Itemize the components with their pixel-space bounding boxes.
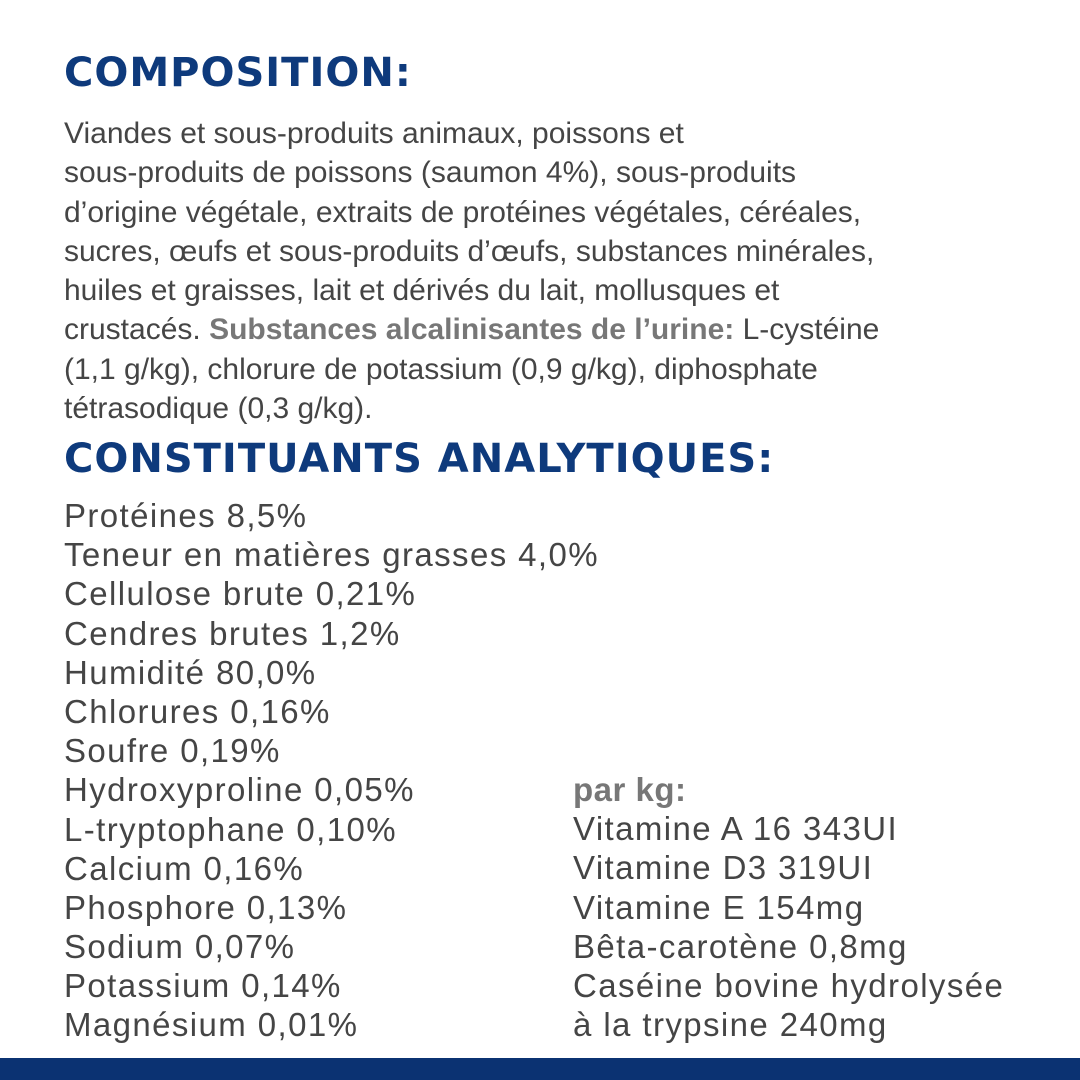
list-item: Cendres brutes 1,2% bbox=[64, 614, 401, 652]
list-item: Bêta-carotène 0,8mg bbox=[573, 927, 908, 965]
list-item: Vitamine E 154mg bbox=[573, 888, 865, 926]
list-item: Teneur en matières grasses 4,0% bbox=[64, 536, 599, 574]
analytical-list: Protéines 8,5% Teneur en matières grasse… bbox=[64, 496, 599, 1045]
composition-heading: COMPOSITION: bbox=[64, 50, 412, 96]
list-item: Vitamine D3 319UI bbox=[573, 849, 874, 887]
urine-alkalizing-label: Substances alcalinisantes de l’urine: bbox=[209, 313, 735, 347]
list-item: Hydroxyproline 0,05% bbox=[64, 771, 415, 809]
composition-text-segment: crustacés. bbox=[64, 313, 210, 347]
per-kg-label: par kg: bbox=[573, 771, 687, 808]
list-item: Magnésium 0,01% bbox=[64, 1006, 359, 1044]
list-item: Potassium 0,14% bbox=[64, 967, 342, 1005]
list-item: Soufre 0,19% bbox=[64, 732, 281, 770]
composition-line: crustacés. Substances alcalinisantes de … bbox=[64, 310, 879, 349]
analytical-heading: CONSTITUANTS ANALYTIQUES: bbox=[64, 436, 775, 482]
composition-text: Viandes et sous-produits animaux, poisso… bbox=[64, 114, 879, 428]
composition-line: (1,1 g/kg), chlorure de potassium (0,9 g… bbox=[64, 352, 818, 386]
list-item: Sodium 0,07% bbox=[64, 928, 296, 966]
list-item: à la trypsine 240mg bbox=[573, 1006, 888, 1044]
per-kg-list: par kg: Vitamine A 16 343UI Vitamine D3 … bbox=[573, 770, 1004, 1044]
list-item: Caséine bovine hydrolysée bbox=[573, 966, 1005, 1004]
bottom-bar bbox=[0, 1058, 1080, 1080]
list-item: Protéines 8,5% bbox=[64, 497, 308, 534]
composition-line: huiles et graisses, lait et dérivés du l… bbox=[64, 274, 780, 308]
list-item: L-tryptophane 0,10% bbox=[64, 810, 397, 848]
composition-line: d’origine végétale, extraits de protéine… bbox=[64, 195, 862, 229]
composition-line: sucres, œufs et sous-produits d’œufs, su… bbox=[64, 234, 875, 268]
composition-line: tétrasodique (0,3 g/kg). bbox=[64, 392, 373, 426]
list-item: Calcium 0,16% bbox=[64, 849, 305, 887]
list-item: Vitamine A 16 343UI bbox=[573, 810, 899, 848]
list-item: Humidité 80,0% bbox=[64, 653, 317, 691]
composition-line: Viandes et sous-produits animaux, poisso… bbox=[64, 117, 684, 150]
composition-line: sous-produits de poissons (saumon 4%), s… bbox=[64, 156, 797, 190]
list-item: Chlorures 0,16% bbox=[64, 692, 331, 730]
composition-text-segment: L-cystéine bbox=[734, 313, 880, 347]
list-item: Cellulose brute 0,21% bbox=[64, 575, 417, 613]
list-item: Phosphore 0,13% bbox=[64, 888, 348, 926]
